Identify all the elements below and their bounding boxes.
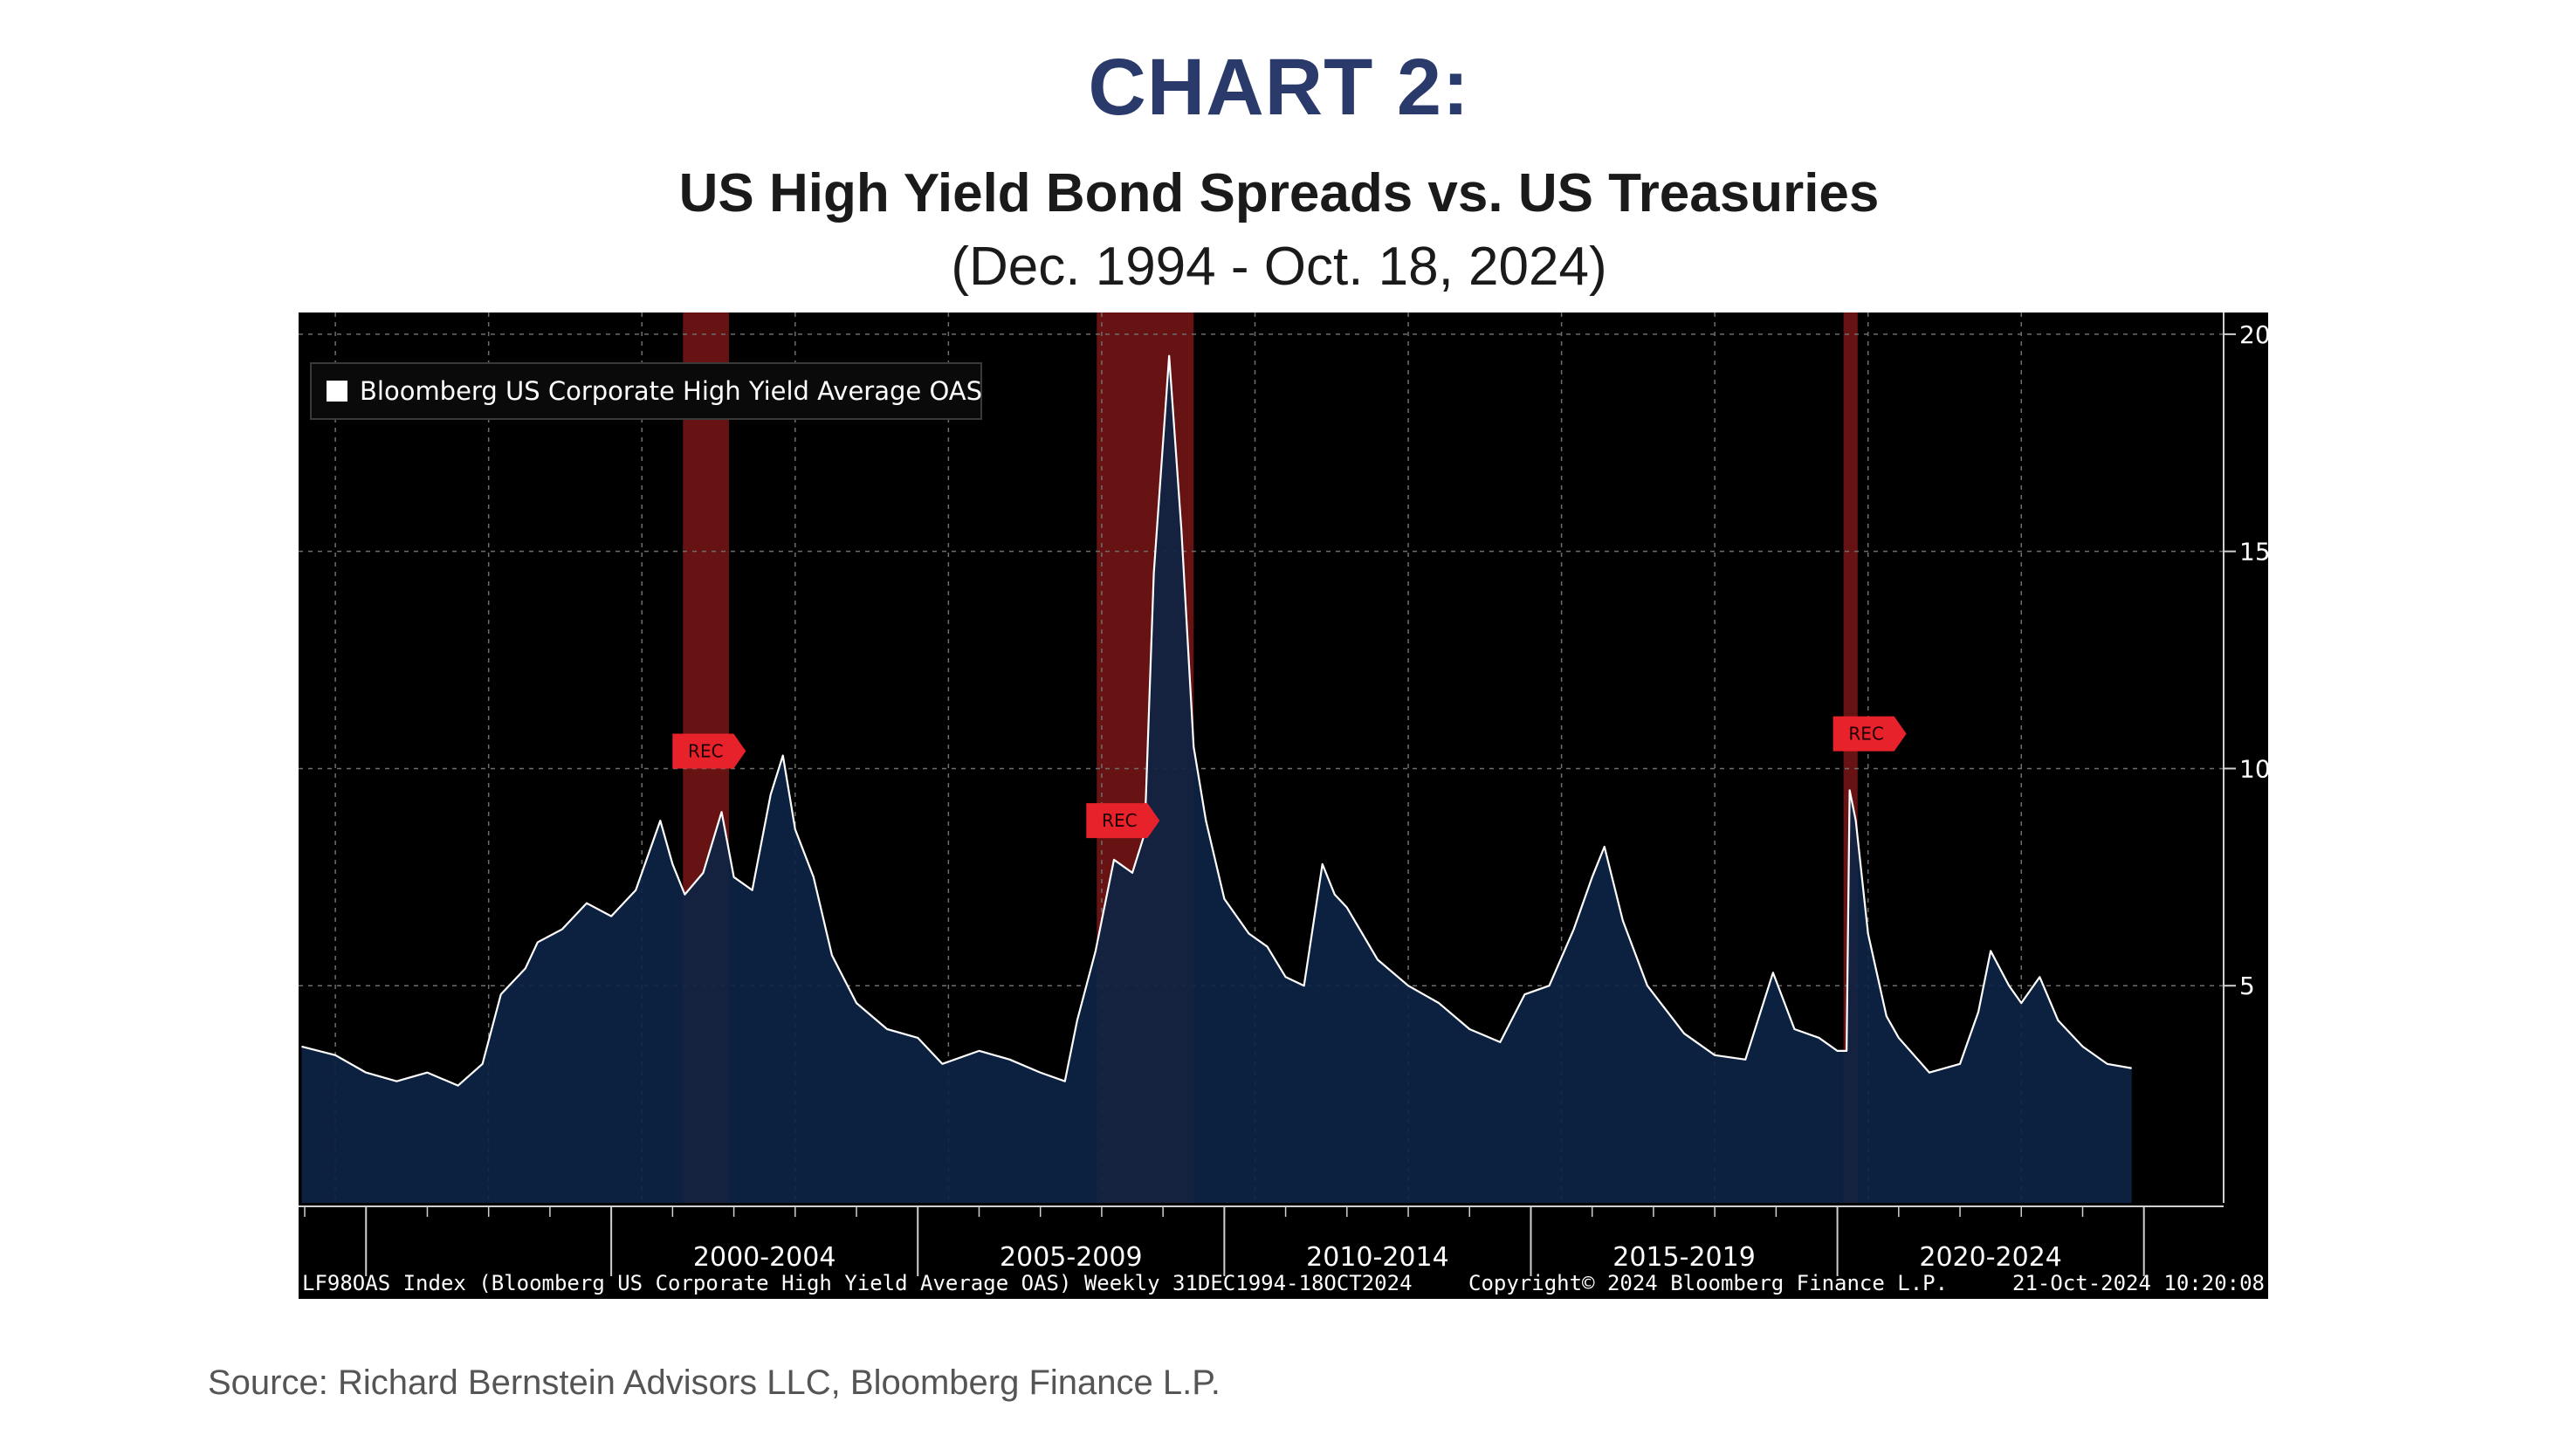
rec-marker-1: REC: [1086, 803, 1160, 839]
spread-area: [301, 354, 2132, 1203]
chart-title: US High Yield Bond Spreads vs. US Treasu…: [678, 163, 1880, 223]
spread-chart: REC REC REC 5 10 15 20 2000-2004 2005-2009 2010-…: [299, 312, 2268, 1295]
y-tick-label: 5: [2239, 972, 2255, 1000]
terminal-footer: LF98OAS Index (Bloomberg US Corporate Hi…: [302, 1271, 2265, 1295]
rec-marker-shape: [1833, 716, 1907, 752]
x-tick-label: 2020-2024: [1919, 1242, 2062, 1273]
rec-marker-shape: [672, 733, 746, 769]
y-tick-label: 20: [2239, 320, 2268, 349]
legend-box: [310, 362, 982, 420]
rec-marker-0: REC: [672, 733, 746, 769]
y-tick-label: 10: [2239, 754, 2268, 783]
chart-headline: CHART 2:: [1088, 43, 1470, 132]
source-note: Source: Richard Bernstein Advisors LLC, …: [208, 1363, 1221, 1402]
rec-marker-label: REC: [1102, 810, 1138, 831]
x-tick-label: 2000-2004: [693, 1242, 836, 1273]
recession-markers: REC REC REC: [672, 716, 1907, 839]
spread-line: [301, 354, 2132, 1087]
y-tick-label: 15: [2239, 538, 2268, 567]
spread-area-fill: [301, 355, 2132, 1203]
chart-legend[interactable]: Bloomberg US Corporate High Yield Averag…: [310, 362, 982, 420]
x-tick-label: 2005-2009: [1000, 1242, 1143, 1273]
chart-subtitle: (Dec. 1994 - Oct. 18, 2024): [951, 237, 1607, 297]
axes: 5 10 15 20 2000-2004 2005-2009 2010-2014 2015-2…: [299, 312, 2268, 1276]
ticker-info: LF98OAS Index (Bloomberg US Corporate Hi…: [302, 1271, 1413, 1295]
legend-swatch: [327, 381, 347, 402]
x-tick-label: 2010-2014: [1306, 1242, 1449, 1273]
bloomberg-chart-panel: REC REC REC 5 10 15 20 2000-2004 2005-2009 2010-…: [299, 312, 2268, 1299]
rec-marker-2: REC: [1833, 716, 1907, 752]
legend-series-label: Bloomberg US Corporate High Yield Averag…: [360, 376, 982, 406]
timestamp-text: 21-Oct-2024 10:20:08: [2012, 1271, 2265, 1295]
rec-marker-shape: [1086, 803, 1160, 839]
x-tick-label: 2015-2019: [1613, 1242, 1756, 1273]
copyright-text: Copyright© 2024 Bloomberg Finance L.P.: [1468, 1271, 1948, 1295]
rec-marker-label: REC: [688, 741, 724, 762]
rec-marker-label: REC: [1848, 724, 1884, 745]
